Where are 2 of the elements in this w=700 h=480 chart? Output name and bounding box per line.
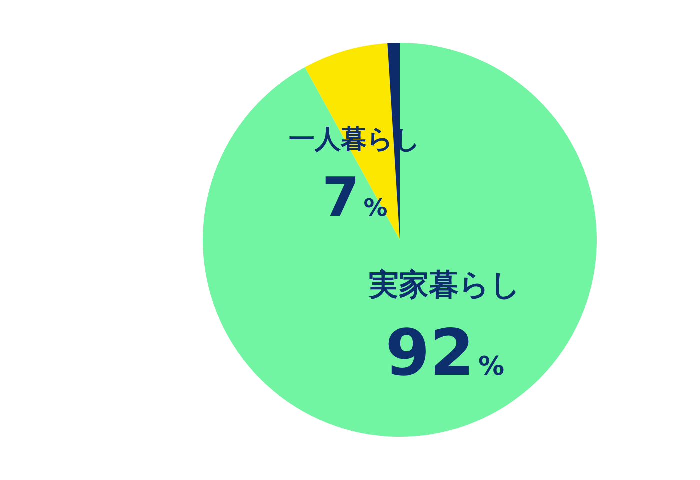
data-label: 92% [385, 317, 505, 391]
slice-label: 実家暮らし [368, 268, 521, 303]
